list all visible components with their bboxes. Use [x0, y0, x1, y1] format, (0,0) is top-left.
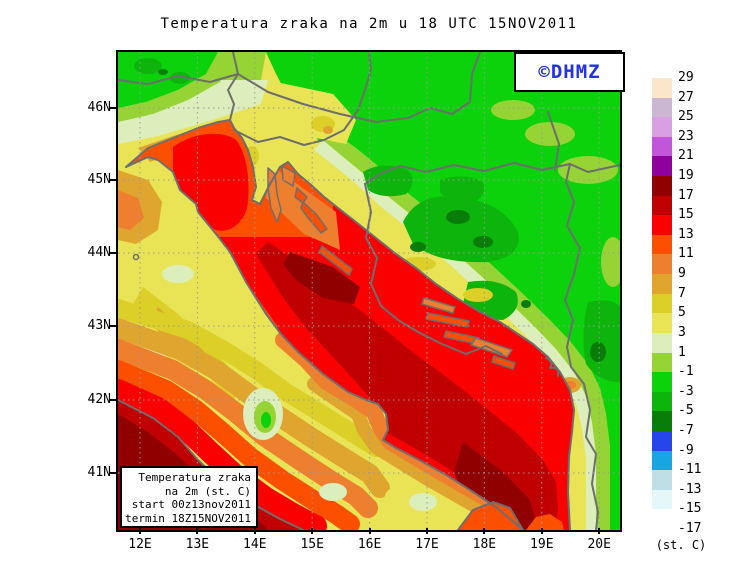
legend-tick-label: 15 [678, 207, 694, 223]
legend-swatch [652, 509, 672, 530]
legend-swatch [652, 215, 672, 236]
info-line-1: Temperatura zraka [138, 471, 251, 484]
lon-tick-label: 16E [357, 537, 382, 552]
lon-tick-label: 18E [472, 537, 497, 552]
dhmz-watermark: ©DHMZ [538, 61, 601, 83]
legend-swatch [652, 489, 672, 510]
lat-tick-mark [110, 399, 117, 401]
lon-tick-label: 17E [415, 537, 439, 552]
legend-swatch [652, 176, 672, 197]
lat-tick-mark [110, 325, 117, 327]
legend: 29 27 25 23 21 19 17 15 13 11 9 7 5 3 1 -1 -3 -5 -7 -9 -11 -1… [652, 70, 722, 548]
lon-tick-label: 13E [185, 537, 210, 552]
lat-tick-label: 46N [87, 100, 111, 115]
legend-swatch [652, 293, 672, 314]
legend-tick-label: 11 [678, 246, 694, 262]
legend-swatch [652, 391, 672, 412]
legend-tick-label: -9 [678, 442, 694, 458]
legend-swatch [652, 254, 672, 275]
info-line-2: na 2m (st. C) [164, 484, 251, 498]
legend-swatch [652, 352, 672, 373]
forecast-info-box: Temperatura zraka na 2m (st. C) start 00… [120, 466, 258, 528]
lat-tick-label: 42N [87, 392, 111, 407]
legend-swatch [652, 97, 672, 118]
legend-tick-label: -1 [678, 364, 694, 380]
lat-tick-mark [110, 179, 117, 181]
legend-swatch [652, 274, 672, 295]
legend-tick-label: 9 [678, 266, 686, 282]
legend-tick-label: -3 [678, 383, 694, 399]
legend-tick-label: -7 [678, 422, 694, 438]
graticule [118, 52, 620, 530]
lon-tick-label: 12E [128, 537, 152, 552]
legend-tick-label: -5 [678, 403, 694, 419]
legend-swatch [652, 450, 672, 471]
legend-swatch [652, 234, 672, 255]
legend-swatch [652, 117, 672, 138]
italy-heel [458, 502, 523, 530]
legend-swatch [652, 411, 672, 432]
legend-tick-label: 23 [678, 128, 694, 144]
lon-tick-label: 14E [243, 537, 267, 552]
legend-tick-label: 21 [678, 148, 694, 164]
legend-unit-label: (st. C) [655, 538, 707, 552]
legend-tick-label: -15 [678, 501, 702, 517]
legend-swatch [652, 332, 672, 353]
map-title: Temperatura zraka na 2m u 18 UTC 15NOV20… [160, 16, 578, 32]
lon-tick-label: 19E [530, 537, 554, 552]
info-line-3: start 00z13nov2011 [131, 498, 251, 511]
lat-tick-mark [110, 472, 117, 474]
lat-tick-label: 41N [87, 465, 111, 480]
legend-tick-label: 13 [678, 226, 694, 242]
legend-swatch [652, 156, 672, 177]
legend-tick-label: 29 [678, 70, 694, 85]
lat-tick-label: 45N [87, 172, 111, 187]
legend-tick-label: 5 [678, 305, 686, 321]
legend-tick-label: 1 [678, 344, 686, 360]
legend-tick-label: -17 [678, 521, 702, 537]
lon-tick-label: 20E [587, 537, 611, 552]
lat-tick-mark [110, 252, 117, 254]
legend-tick-label: -11 [678, 462, 702, 478]
legend-tick-label: 27 [678, 89, 694, 105]
lon-tick-label: 15E [300, 537, 324, 552]
legend-tick-label: 7 [678, 285, 686, 301]
legend-tick-label: 3 [678, 324, 686, 340]
legend-swatch [652, 372, 672, 393]
legend-swatch [652, 313, 672, 334]
lat-tick-mark [110, 107, 117, 109]
dhmz-watermark-box: ©DHMZ [514, 52, 625, 92]
lat-tick-label: 43N [87, 318, 111, 333]
legend-tick-label: 25 [678, 109, 694, 125]
legend-swatch [652, 78, 672, 98]
legend-tick-label: 17 [678, 187, 694, 203]
legend-tick-label: -13 [678, 481, 702, 497]
info-line-4: termin 18Z15NOV2011 [125, 511, 251, 525]
legend-swatch [652, 430, 672, 451]
legend-swatch [652, 470, 672, 491]
legend-swatch [652, 195, 672, 216]
lat-tick-label: 44N [87, 245, 111, 260]
temperature-map [118, 52, 620, 530]
legend-tick-label: 19 [678, 168, 694, 184]
legend-swatch [652, 136, 672, 157]
